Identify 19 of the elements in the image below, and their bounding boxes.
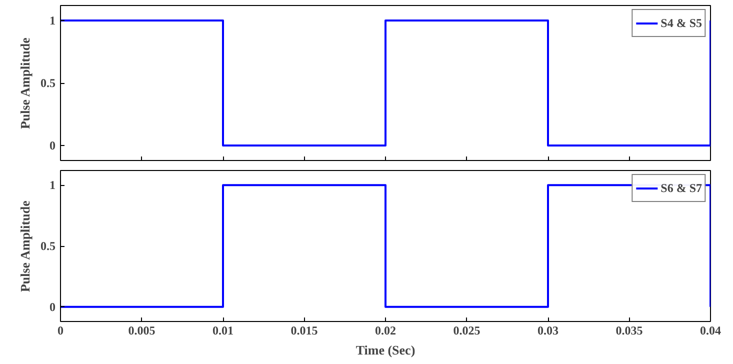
y-tick-label: 0 xyxy=(50,300,56,314)
y-tick-label: 0.5 xyxy=(40,76,56,90)
x-tick-label: 0.01 xyxy=(212,324,234,338)
x-axis-title: Time (Sec) xyxy=(356,342,416,358)
y-tick-label: 0.5 xyxy=(40,239,56,253)
y-tick-label: 1 xyxy=(50,178,56,192)
x-tick-label: 0.015 xyxy=(290,324,318,338)
legend-label: S4 & S5 xyxy=(660,16,702,30)
x-tick-label: 0.02 xyxy=(375,324,396,338)
x-tick-label: 0.04 xyxy=(700,324,721,338)
legend-label: S6 & S7 xyxy=(660,180,702,196)
y-tick-label: 0 xyxy=(50,138,56,152)
x-tick-label: 0.025 xyxy=(453,324,480,338)
x-tick-label: 0.03 xyxy=(538,324,558,338)
x-tick-label: 0.035 xyxy=(616,324,643,338)
y-tick-label: 1 xyxy=(50,14,56,28)
x-tick-label: 0.005 xyxy=(128,324,156,338)
y-axis-title: Pulse Amplitude xyxy=(18,37,32,130)
y-axis-title: Pulse Amplitude xyxy=(18,200,32,292)
